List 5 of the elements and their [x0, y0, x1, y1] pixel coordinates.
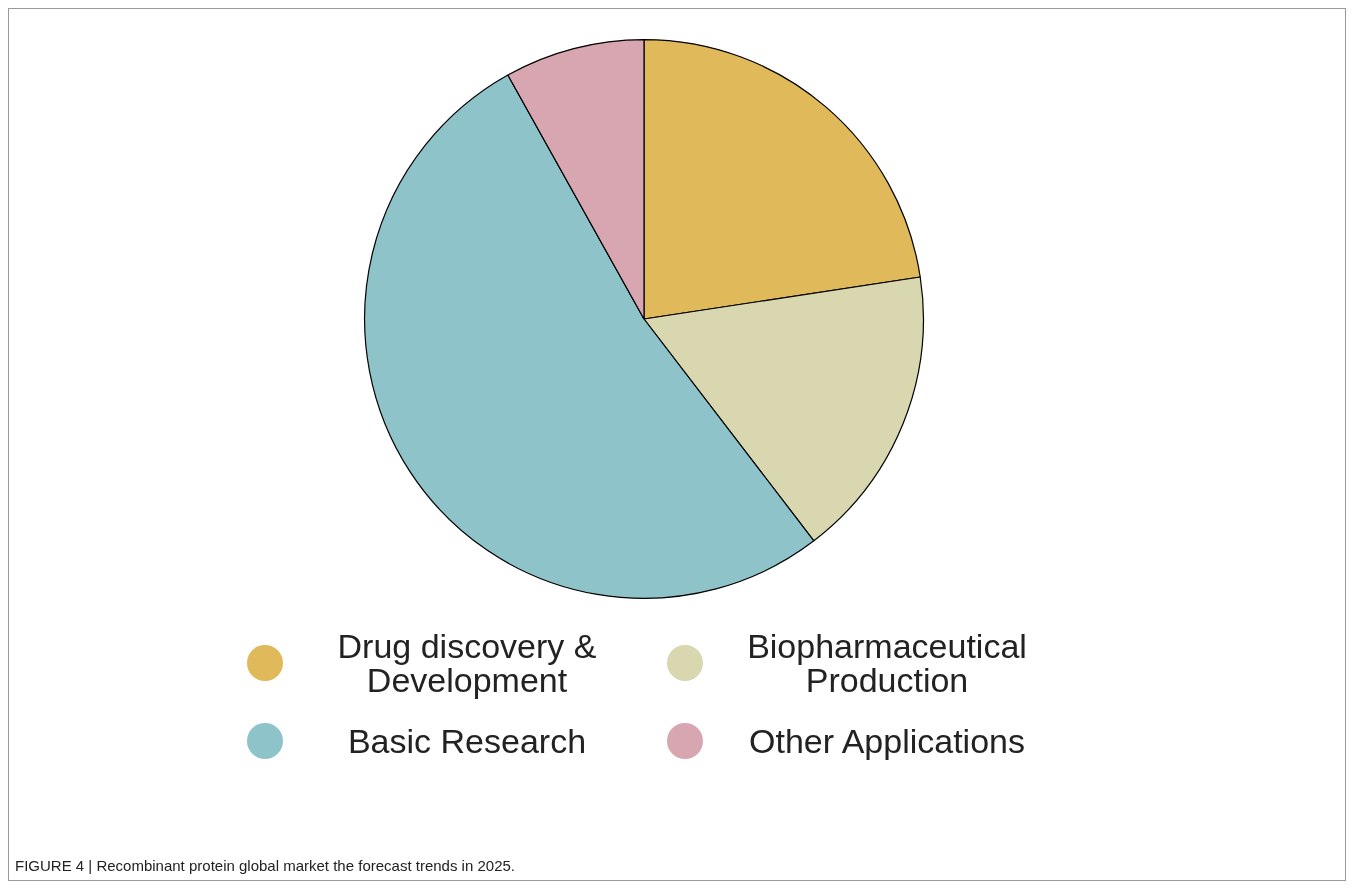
legend-label: Drug discovery & Development — [336, 627, 598, 699]
legend-label: Basic Research — [346, 722, 588, 760]
caption: FIGURE 4 | Recombinant protein global market the forecast trends in 2025. — [15, 857, 515, 874]
legend-label: Other Applications — [748, 722, 1026, 760]
legend-label: Biopharmaceutical Production — [746, 627, 1028, 699]
